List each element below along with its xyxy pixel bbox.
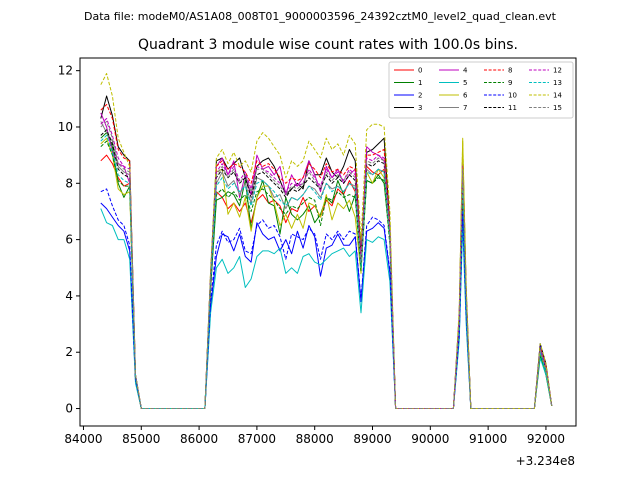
y-tick-label: 0 <box>65 402 73 416</box>
legend-label-10: 10 <box>508 92 517 100</box>
series-line-0 <box>100 154 553 409</box>
x-tick-label: 88000 <box>296 432 334 446</box>
series-line-14 <box>100 73 553 409</box>
x-tick-label: 87000 <box>238 432 276 446</box>
legend-label-14: 14 <box>553 92 562 100</box>
x-tick-label: 89000 <box>353 432 391 446</box>
y-axis: 0 2 4 6 8 10 12 <box>58 64 80 416</box>
series-line-13 <box>100 134 553 409</box>
y-tick-label: 2 <box>65 345 73 359</box>
series-line-3 <box>100 95 553 409</box>
plot-area-frame <box>79 57 577 427</box>
figure-suptitle: Data file: modeM0/AS1A08_008T01_90000035… <box>84 10 557 23</box>
series-line-4 <box>100 112 553 409</box>
legend-label-12: 12 <box>553 67 562 75</box>
x-tick-label: 86000 <box>180 432 218 446</box>
legend-label-11: 11 <box>508 104 517 112</box>
legend-label-15: 15 <box>553 104 562 112</box>
y-tick-label: 10 <box>58 120 73 134</box>
series-line-12 <box>100 118 553 409</box>
x-tick-label: 92000 <box>527 432 565 446</box>
series-line-8 <box>100 104 553 409</box>
series-line-10 <box>100 188 553 409</box>
legend-label-0: 0 <box>418 67 422 75</box>
series-lines <box>100 73 553 409</box>
chart-title: Quadrant 3 module wise count rates with … <box>138 37 518 53</box>
x-tick-label: 84000 <box>64 432 102 446</box>
legend-label-1: 1 <box>418 79 422 87</box>
y-tick-label: 4 <box>65 289 73 303</box>
x-offset-label: +3.234e8 <box>516 454 575 468</box>
legend-label-9: 9 <box>508 79 512 87</box>
legend-label-2: 2 <box>418 92 422 100</box>
legend-label-5: 5 <box>463 79 467 87</box>
x-tick-label: 90000 <box>411 432 449 446</box>
legend-label-7: 7 <box>463 104 467 112</box>
series-line-9 <box>100 140 553 409</box>
series-line-6 <box>100 137 553 409</box>
legend-label-13: 13 <box>553 79 562 87</box>
x-tick-label: 85000 <box>122 432 160 446</box>
x-tick-label: 91000 <box>469 432 507 446</box>
legend-frame <box>388 61 574 119</box>
y-tick-label: 6 <box>65 233 73 247</box>
legend-label-6: 6 <box>463 92 468 100</box>
x-axis: 84000 85000 86000 87000 88000 89000 90000 91000… <box>64 426 565 446</box>
series-line-5 <box>100 208 553 409</box>
series-line-1 <box>100 132 553 409</box>
y-tick-label: 8 <box>65 176 73 190</box>
legend-label-8: 8 <box>508 67 512 75</box>
y-tick-label: 12 <box>58 64 73 78</box>
legend-label-4: 4 <box>463 67 468 75</box>
legend-label-3: 3 <box>418 104 422 112</box>
